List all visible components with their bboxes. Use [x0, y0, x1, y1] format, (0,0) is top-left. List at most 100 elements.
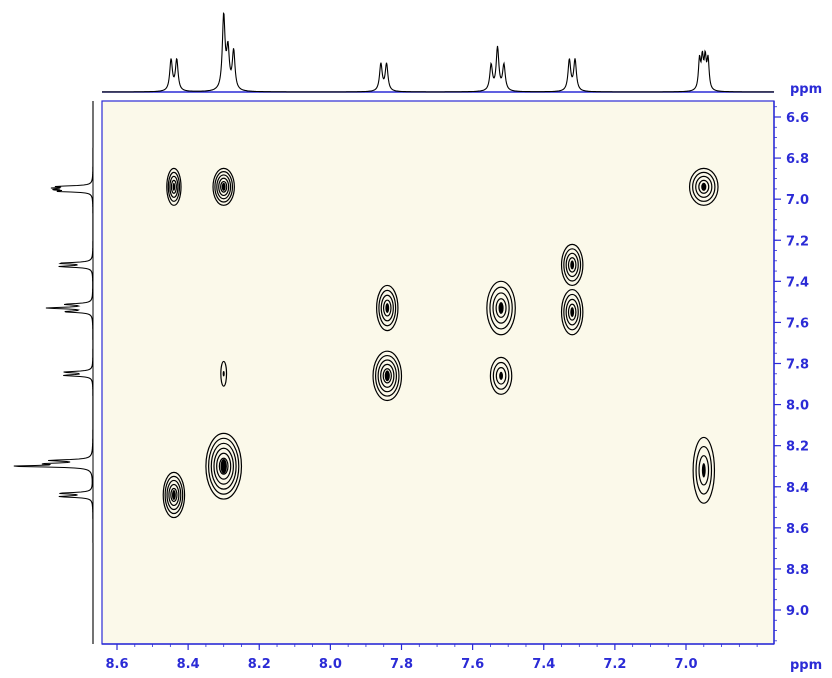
contour-level [170, 179, 177, 194]
cross-peak [486, 280, 516, 336]
y-tick-label: 7.4 [786, 275, 809, 290]
y-tick-label: 8.0 [786, 399, 809, 414]
y-tick-label: 8.6 [786, 522, 809, 537]
contour-level [205, 432, 243, 500]
cross-peak [560, 288, 584, 336]
x-tick-label: 8.2 [248, 657, 271, 672]
contour-level [567, 303, 577, 321]
y-axis: 6.6 6.8 7.0 7.2 7.4 7.6 7.8 8.0 8.2 8.4 8.6 8.8 9.0 [773, 101, 809, 644]
contour-level [492, 361, 510, 390]
contour-level [218, 457, 229, 475]
cross-peak [220, 360, 228, 387]
contour-level [382, 299, 392, 317]
contour-core [499, 371, 503, 380]
contour-level [563, 293, 582, 331]
contour-level [565, 252, 579, 278]
contour-level [376, 284, 399, 332]
contour-level [565, 298, 579, 326]
y-axis-unit-label: ppm [790, 82, 822, 97]
cross-peak [212, 167, 235, 206]
contour-level [162, 471, 186, 519]
contour-level [688, 167, 719, 206]
contour-level [380, 363, 395, 388]
cross-peak-layer [162, 167, 719, 519]
contour-level [216, 174, 232, 200]
x-axis: 8.6 8.4 8.2 8.0 7.8 7.6 7.4 7.2 7.0 [102, 643, 774, 672]
contour-core [171, 489, 176, 500]
y-tick-label: 7.8 [786, 358, 809, 373]
cross-peak [372, 350, 403, 402]
contour-core [701, 463, 706, 478]
contour-level [692, 171, 716, 202]
y-tick-label: 6.6 [786, 111, 809, 126]
contour-level [489, 286, 513, 330]
x-tick-label: 7.0 [674, 657, 697, 672]
contour-level [378, 289, 397, 327]
cross-peak [489, 356, 513, 395]
x-tick-label: 7.8 [390, 657, 413, 672]
contour-core [701, 182, 707, 191]
contour-core [570, 260, 575, 270]
contour-core [220, 458, 227, 474]
y-tick-label: 9.0 [786, 604, 809, 619]
y-tick-label: 7.2 [786, 234, 809, 249]
x-axis-unit-label: ppm [790, 658, 822, 673]
contour-level [212, 167, 235, 206]
contour-level [563, 248, 582, 282]
contour-level [218, 177, 230, 197]
cross-peak [692, 436, 716, 504]
contour-level [567, 257, 577, 273]
x-tick-label: 8.0 [319, 657, 342, 672]
contour-level [560, 288, 584, 336]
contour-level [695, 175, 713, 198]
contour-level [210, 442, 237, 490]
y-tick-label: 8.8 [786, 563, 809, 578]
contour-level [489, 356, 513, 395]
left-projection-trace [13, 101, 94, 644]
contour-level [372, 350, 403, 402]
contour-level [374, 354, 400, 397]
y-tick-label: 7.0 [786, 193, 809, 208]
contour-level [169, 175, 179, 198]
contour-level [164, 475, 184, 515]
contour-level [492, 292, 510, 324]
x-tick-label: 8.4 [177, 657, 200, 672]
contour-level [495, 298, 507, 318]
contour-level [560, 243, 584, 287]
contour-level [692, 436, 716, 504]
contour-level [208, 437, 240, 495]
contour-level [380, 294, 394, 322]
cross-peak [166, 167, 182, 206]
contour-level [167, 171, 181, 202]
contour-level [166, 479, 182, 511]
cross-peak [162, 471, 186, 519]
contour-core [384, 370, 390, 382]
contour-core [172, 182, 176, 191]
y-tick-label: 8.2 [786, 440, 809, 455]
x-tick-label: 7.2 [603, 657, 626, 672]
plot-area [101, 100, 775, 645]
x-tick-label: 7.6 [461, 657, 484, 672]
contour-level [213, 447, 234, 485]
left-projection-spectrum [13, 101, 94, 644]
cross-peak [560, 243, 584, 287]
contour-core [498, 302, 504, 314]
contour-level [220, 180, 228, 193]
contour-level [377, 359, 398, 393]
y-tick-label: 7.6 [786, 316, 809, 331]
contour-level [168, 483, 180, 507]
contour-level [166, 167, 182, 206]
contour-core [570, 307, 575, 318]
contour-level [216, 452, 232, 480]
x-tick-label: 8.6 [105, 657, 128, 672]
top-projection-trace [102, 11, 775, 93]
y-tick-label: 8.4 [786, 481, 809, 496]
contour-level [214, 171, 234, 203]
cross-peak [376, 284, 399, 332]
contour-core [222, 371, 225, 377]
contour-level [695, 445, 713, 495]
contour-level [382, 368, 392, 384]
contour-core [221, 182, 226, 191]
